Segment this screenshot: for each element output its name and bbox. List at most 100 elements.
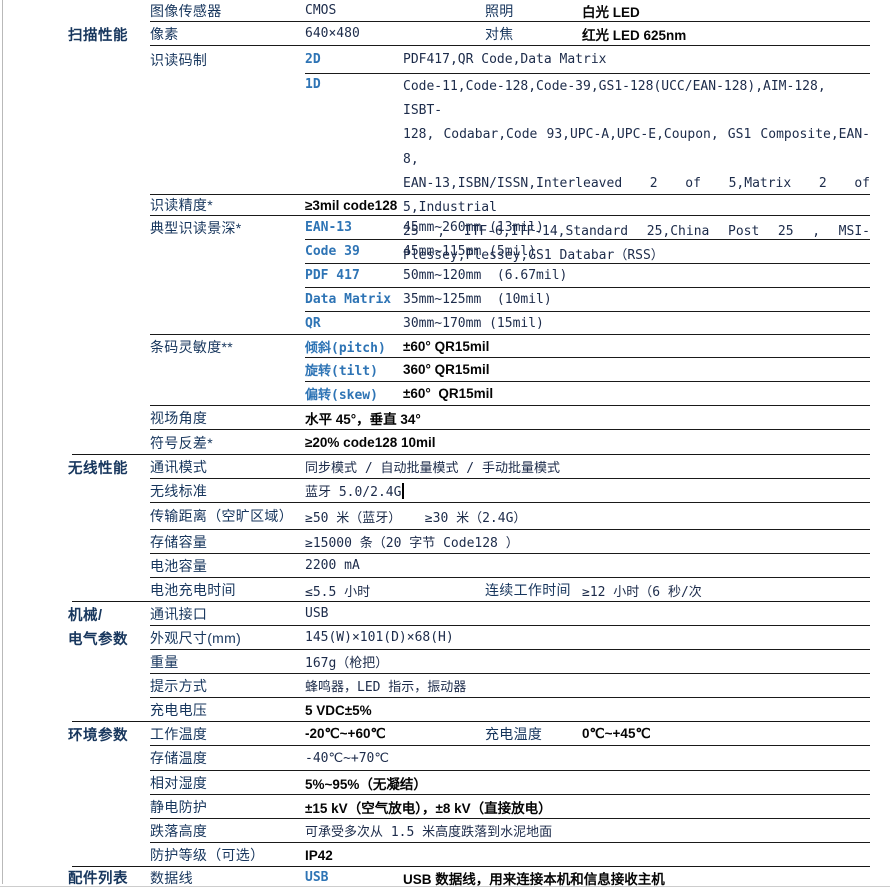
spec-row-body: 视场角度 水平 45°，垂直 34°	[150, 406, 870, 430]
spec-value-line: Code-11,Code-128,Code-39,GS1-128(UCC/EAN…	[403, 79, 834, 119]
spec-row-body: 识读精度* ≥3mil code128	[150, 195, 870, 216]
spec-value-text: USB 数据线，用来连接本机和信息接收主机	[403, 871, 665, 887]
spec-name: 静电防护	[150, 798, 208, 815]
spec-subrow: -40℃~+70℃	[305, 746, 870, 770]
spec-row: QR 30mm~170mm (15mil)	[65, 312, 870, 335]
spec-row-body: 存储温度 -40℃~+70℃	[150, 746, 870, 771]
spec-row-body: 存储容量 ≥15000 条（20 字节 Code128 ）	[150, 530, 870, 554]
spec-value-main: -20℃~+60℃	[305, 725, 386, 741]
section-category-label	[65, 288, 150, 312]
section-category-label	[65, 503, 150, 530]
spec-name	[150, 240, 305, 264]
spec-subrow: ≥15000 条（20 字节 Code128 ）	[305, 530, 870, 553]
spec-value: Code-11,Code-128,Code-39,GS1-128(UCC/EAN…	[403, 74, 870, 269]
spec-value: 45mm~260mm (13mil)	[403, 216, 870, 239]
spec-subrow: Data Matrix 35mm~125mm (10mil)	[305, 288, 870, 312]
spec-row: 环境参数 工作温度 -20℃~+60℃ 充电温度 0℃~+45℃	[65, 722, 870, 746]
spec-name-secondary: 照明	[485, 2, 514, 19]
spec-row: PDF 417 50mm~120mm (6.67mil)	[65, 264, 870, 288]
spec-subrow: USB USB 数据线，用来连接本机和信息接收主机	[305, 867, 870, 888]
section-category-label	[65, 240, 150, 264]
spec-value: IP42	[305, 843, 870, 867]
spec-subrow: IP42	[305, 843, 870, 867]
spec-row: 扫描性能 像素 640×480 对焦 红光 LED 625nm	[65, 22, 870, 46]
section-category-label	[65, 216, 150, 240]
page-bottom-edge	[0, 886, 890, 887]
spec-name: 识读精度*	[150, 197, 213, 213]
spec-row: 图像传感器 CMOS 照明 白光 LED	[65, 0, 870, 22]
spec-section-accessories: 配件列表 数据线 USB USB 数据线，用来连接本机和信息接收主机	[65, 866, 870, 888]
spec-row-body: 电池容量 2200 mA	[150, 554, 870, 578]
spec-subrow: 2200 mA	[305, 554, 870, 577]
spec-name: 充电电压	[150, 702, 208, 718]
spec-value-secondary: ≥12 小时（6 秒/次	[582, 584, 702, 600]
spec-name: 存储温度	[150, 750, 208, 766]
spec-name: 防护等级（可选）	[150, 847, 265, 863]
spec-value: ≥50 米（蓝牙） ≥30 米（2.4G）	[305, 503, 870, 529]
text-cursor	[402, 482, 404, 499]
section-category-label	[65, 479, 150, 503]
spec-value-text: -40℃~+70℃	[305, 750, 389, 766]
spec-value-text: ±15 kV（空气放电），±8 kV（直接放电）	[305, 800, 552, 816]
spec-value: 145(W)×101(D)×68(H)	[305, 626, 870, 649]
spec-row: 电气参数 外观尺寸(mm) 145(W)×101(D)×68(H)	[65, 626, 870, 650]
spec-name: 条码灵敏度**	[150, 338, 233, 355]
spec-subrow: 蓝牙 5.0/2.4G	[305, 479, 870, 502]
spec-value-text: 45mm~115mm (5mil)	[403, 244, 537, 259]
spec-subrow: -20℃~+60℃ 充电温度 0℃~+45℃	[305, 722, 870, 745]
section-category-label	[65, 358, 150, 382]
spec-name: 电池容量	[150, 557, 208, 574]
spec-subtype-label: PDF 417	[305, 268, 360, 283]
spec-row-body: 数据线 USB USB 数据线，用来连接本机和信息接收主机	[150, 867, 870, 888]
spec-row: 识读精度* ≥3mil code128	[65, 195, 870, 216]
spec-row: Data Matrix 35mm~125mm (10mil)	[65, 288, 870, 312]
spec-row-body: 防护等级（可选） IP42	[150, 843, 870, 867]
spec-subrow: 5%~95%（无凝结）	[305, 771, 870, 794]
spec-subrow: CMOS 照明 白光 LED	[305, 0, 870, 21]
spec-name: 工作温度	[150, 725, 208, 742]
spec-row-body: 典型识读景深* EAN-13 45mm~260mm (13mil)	[150, 216, 870, 240]
spec-name-secondary: 连续工作时间	[485, 582, 571, 598]
spec-subtype-label: 倾斜(pitch)	[305, 340, 386, 356]
spec-value: ≥15000 条（20 字节 Code128 ）	[305, 530, 870, 553]
spec-row-body: 静电防护 ±15 kV（空气放电），±8 kV（直接放电）	[150, 795, 870, 819]
spec-row: 视场角度 水平 45°，垂直 34°	[65, 406, 870, 430]
spec-value: ≥3mil code128	[305, 195, 870, 215]
spec-subrow: 可承受多次从 1.5 米高度跌落到水泥地面	[305, 819, 870, 842]
spec-subtype-label: 2D	[305, 52, 321, 67]
spec-subtype-label: 偏转(skew)	[305, 388, 378, 403]
spec-subrow: ±15 kV（空气放电），±8 kV（直接放电）	[305, 795, 870, 818]
spec-value: 50mm~120mm (6.67mil)	[403, 264, 870, 287]
section-category-label: 电气参数	[68, 631, 128, 648]
spec-name: 跌落高度	[150, 822, 208, 839]
spec-name: 通讯模式	[150, 458, 208, 475]
spec-value-line: EAN-13,ISBN/ISSN,Interleaved 2 of 5,Matr…	[403, 175, 878, 216]
spec-name: 典型识读景深*	[150, 220, 242, 236]
spec-name	[150, 358, 305, 382]
section-category-label	[65, 335, 150, 358]
spec-value: PDF417,QR Code,Data Matrix	[403, 46, 870, 73]
section-category-label: 扫描性能	[68, 27, 128, 44]
spec-value-line: 128, Codabar,Code 93,UPC-A,UPC-E,Coupon,…	[403, 127, 870, 167]
spec-subrow: EAN-13 45mm~260mm (13mil)	[305, 216, 870, 240]
spec-subrow: ≥20% code128 10mil	[305, 430, 870, 455]
spec-row: 无线性能 通讯模式 同步模式 / 自动批量模式 / 手动批量模式	[65, 455, 870, 479]
spec-row: 典型识读景深* EAN-13 45mm~260mm (13mil)	[65, 216, 870, 240]
spec-value-secondary: 白光 LED	[582, 4, 640, 20]
spec-value-text: 30mm~170mm (15mil)	[403, 315, 544, 331]
spec-value-main: 640×480	[305, 26, 360, 41]
spec-value: ≥20% code128 10mil	[305, 430, 870, 455]
spec-row: Code 39 45mm~115mm (5mil)	[65, 240, 870, 264]
spec-row-body: QR 30mm~170mm (15mil)	[150, 312, 870, 335]
spec-row-body: 无线标准 蓝牙 5.0/2.4G	[150, 479, 870, 503]
section-category-label	[65, 674, 150, 698]
spec-section-scan-performance: 图像传感器 CMOS 照明 白光 LED 扫描性能 像素 640×480 对焦 红光 LED 6…	[65, 0, 870, 455]
spec-value-text: 同步模式 / 自动批量模式 / 手动批量模式	[305, 461, 560, 476]
section-category-label	[65, 819, 150, 843]
spec-value-text: PDF417,QR Code,Data Matrix	[403, 52, 607, 67]
spec-value-text: 5 VDC±5%	[305, 702, 372, 718]
spec-name: 识读码制	[150, 52, 208, 68]
spec-subrow: 同步模式 / 自动批量模式 / 手动批量模式	[305, 455, 870, 478]
spec-value: 30mm~170mm (15mil)	[403, 312, 870, 334]
spec-row-body: 1D Code-11,Code-128,Code-39,GS1-128(UCC/E…	[150, 74, 870, 263]
